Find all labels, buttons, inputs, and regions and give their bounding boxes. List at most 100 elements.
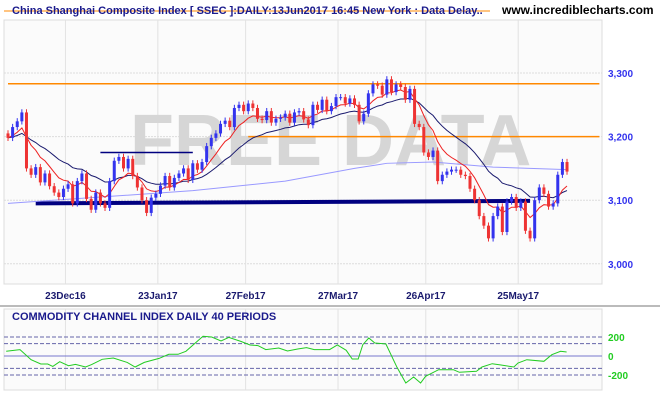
candle-body (533, 200, 537, 239)
candle-body (103, 203, 107, 208)
candle-body (205, 146, 209, 163)
candle-body (306, 119, 310, 126)
candle-body (288, 113, 292, 123)
y-tick-label: 3,200 (608, 133, 633, 144)
candle-body (149, 197, 153, 213)
candle-body (426, 152, 430, 157)
candle-body (329, 106, 333, 112)
candle-body (168, 176, 172, 188)
candle-body (357, 104, 361, 122)
candle-body (182, 168, 186, 174)
candle-body (283, 113, 287, 118)
candle-body (219, 123, 223, 134)
candle-body (450, 169, 454, 172)
candle-body (140, 187, 144, 201)
candle-body (126, 158, 130, 169)
candle-body (366, 93, 370, 114)
candle-body (246, 103, 250, 112)
candle-body (52, 186, 56, 193)
candle-body (565, 162, 569, 172)
candle-body (232, 107, 236, 128)
candle-body (510, 197, 514, 202)
candle-body (523, 201, 527, 231)
candle-body (279, 117, 283, 119)
candle-body (339, 97, 343, 99)
candle-body (417, 123, 421, 128)
x-tick-label: 25May17 (497, 291, 539, 302)
candle-body (394, 84, 398, 93)
x-tick-label: 23Jan17 (138, 291, 178, 302)
candle-body (94, 192, 98, 210)
candle-body (43, 173, 47, 183)
candle-body (348, 98, 352, 104)
x-tick-label: 26Apr17 (406, 291, 446, 302)
candle-body (362, 113, 366, 122)
candle-body (223, 120, 227, 124)
candle-body (519, 201, 523, 208)
candle-body (514, 197, 518, 208)
candle-body (274, 118, 278, 123)
candle-body (242, 104, 246, 112)
candle-body (158, 185, 162, 194)
candle-body (260, 118, 264, 121)
candle-body (48, 173, 52, 187)
candle-body (542, 187, 546, 194)
candle-body (255, 107, 259, 119)
candle-body (556, 174, 560, 204)
candle-body (163, 176, 167, 186)
candle-body (547, 193, 551, 207)
site-link[interactable]: www.incrediblecharts.com (501, 3, 654, 17)
candle-body (251, 103, 255, 108)
candle-body (551, 203, 555, 207)
candle-body (385, 79, 389, 95)
watermark: FREE DATA (130, 101, 531, 181)
candle-body (413, 88, 417, 124)
candle-body (34, 167, 38, 175)
candle-body (24, 112, 28, 169)
cci-line (6, 335, 567, 384)
cci-tick-label: 0 (608, 352, 614, 363)
candle-body (85, 173, 89, 199)
candle-body (131, 158, 135, 177)
candle-body (376, 84, 380, 86)
candle-body (11, 127, 15, 138)
cci-tick-label: 200 (608, 333, 625, 344)
cci-title: COMMODITY CHANNEL INDEX DAILY 40 PERIODS (12, 311, 276, 323)
candle-body (172, 177, 176, 188)
candle-body (445, 171, 449, 175)
candle-body (200, 162, 204, 170)
candle-body (320, 99, 324, 110)
candle-body (15, 121, 19, 128)
x-tick-label: 27Feb17 (226, 291, 266, 302)
x-tick-label: 27Mar17 (318, 291, 358, 302)
candle-body (473, 188, 477, 201)
candle-body (334, 97, 338, 107)
candle-body (403, 86, 407, 100)
candle-body (505, 201, 509, 232)
candle-body (80, 173, 84, 182)
candle-body (431, 150, 435, 157)
candle-body (209, 137, 213, 147)
candle-body (38, 167, 42, 183)
support-line (35, 198, 531, 206)
candle-body (98, 192, 102, 204)
candle-body (265, 111, 269, 121)
candle-body (371, 84, 375, 94)
candle-body (325, 99, 329, 112)
candle-body (122, 156, 125, 169)
candle-body (311, 104, 315, 126)
candle-body (89, 198, 93, 210)
candle-body (75, 181, 79, 204)
candle-body (195, 163, 199, 170)
candle-body (6, 133, 10, 138)
candle-body (29, 168, 33, 175)
candle-body (297, 111, 301, 113)
candle-body (537, 187, 541, 201)
candle-body (177, 173, 181, 178)
y-tick-label: 3,000 (608, 260, 633, 271)
candle-body (560, 162, 564, 175)
ma-medium-line (7, 97, 568, 199)
candle-body (20, 112, 24, 122)
candle-body (292, 112, 296, 123)
